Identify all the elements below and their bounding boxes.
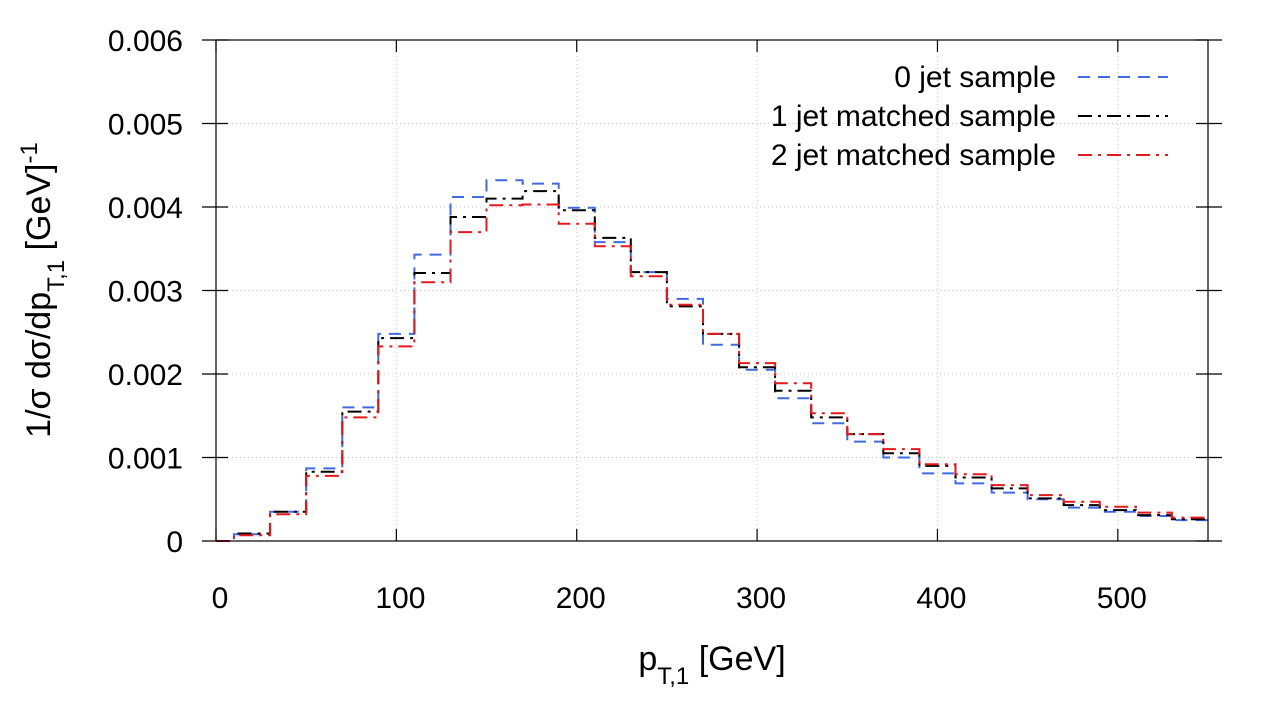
series-line-2 [216,190,1208,542]
y-axis-title: 1/σ dσ/dpT,1 [GeV]-1 [16,142,70,438]
grid [216,39,1208,541]
y-tick-label: 0.002 [108,359,183,392]
x-tick-labels: 0 100 200 300 400 500 [212,582,1147,615]
series-line-3 [216,203,1208,542]
y-tick-label: 0.003 [108,276,183,309]
series-line-1 [216,179,1208,542]
x-axis-title: pT,1 [GeV] [638,640,785,690]
x-tick-label: 100 [375,582,425,615]
legend: 0 jet sample 1 jet matched sample 2 jet ma… [771,61,1168,172]
x-tick-label: 0 [212,582,229,615]
y-tick-label: 0 [166,526,183,559]
x-tick-label: 200 [556,582,606,615]
legend-label: 1 jet matched sample [771,100,1056,133]
y-tick-label: 0.001 [108,443,183,476]
y-tick-label: 0.006 [108,25,183,58]
y-tick-label: 0.004 [108,192,183,225]
x-tick-label: 500 [1097,582,1147,615]
legend-label: 2 jet matched sample [771,139,1056,172]
y-tick-label: 0.005 [108,109,183,142]
x-tick-label: 300 [736,582,786,615]
series-layer [216,179,1208,542]
x-tick-label: 400 [916,582,966,615]
ticks [202,39,1222,542]
legend-label: 0 jet sample [894,61,1056,94]
y-tick-labels: 0 0.001 0.002 0.003 0.004 0.005 0.006 [108,25,183,559]
